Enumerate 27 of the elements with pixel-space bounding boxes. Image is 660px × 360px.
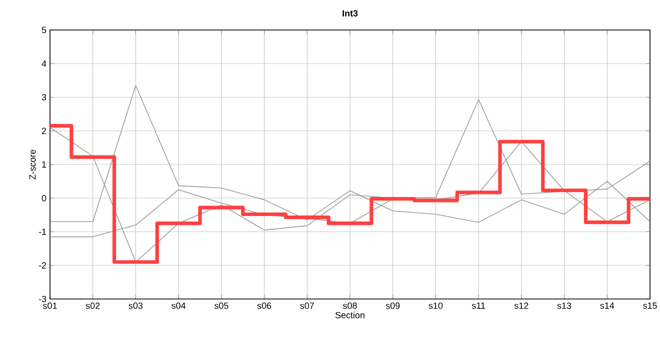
x-tick-label: s14 [600,302,614,309]
x-tick-label: s12 [514,302,528,309]
y-tick-label: -1 [38,228,46,235]
y-tick-label: 3 [42,94,46,100]
x-tick-label: s02 [86,302,100,309]
x-tick-label: s09 [386,302,400,309]
y-tick-label: 0 [42,194,46,202]
y-tick-label: 1 [42,161,46,168]
y-axis-title: Z-score [29,150,36,180]
x-tick-label: s06 [257,302,272,309]
y-tick-label: 4 [42,60,46,67]
x-tick-label: s13 [557,302,572,309]
y-tick-label: 5 [42,26,46,34]
x-tick-label: s04 [172,302,186,309]
x-tick-label: s10 [428,302,443,309]
chart-title: Int3 [342,10,358,16]
x-axis-title: Section [335,312,364,318]
x-tick-label: s07 [300,302,314,309]
y-tick-label: -2 [38,262,46,269]
x-tick-label: s08 [343,302,357,309]
x-tick-label: s11 [472,302,486,309]
x-tick-label: s15 [643,302,657,309]
x-tick-label: s01 [43,302,57,309]
x-tick-label: s03 [128,302,143,309]
y-tick-label: 2 [42,128,46,134]
x-tick-label: s05 [214,302,228,309]
y-tick-label: -3 [38,296,46,302]
